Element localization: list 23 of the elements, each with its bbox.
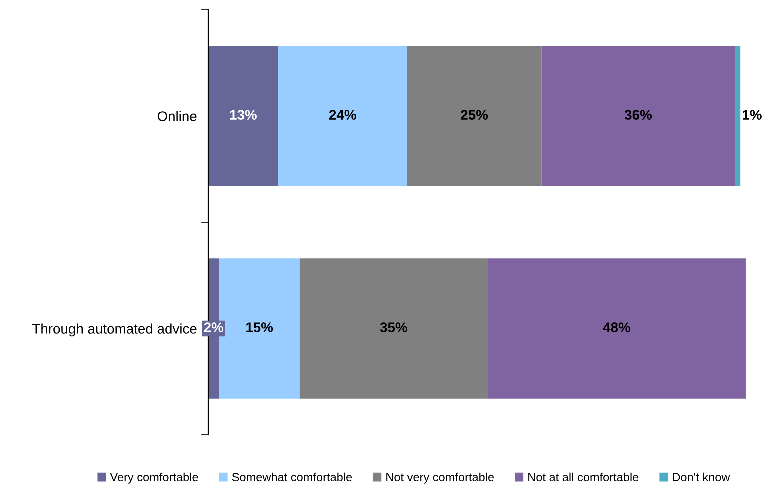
bar [407, 46, 542, 186]
legend-label: Not very comfortable [386, 472, 494, 484]
bar [542, 46, 736, 186]
y-tick-label: Through automated advice [32, 324, 197, 337]
bar [300, 258, 488, 399]
legend-label: Very comfortable [110, 472, 198, 484]
y-tick-label: Online [158, 111, 197, 122]
data-label: 36% [624, 110, 652, 120]
data-label: 35% [380, 322, 408, 332]
data-label: 15% [246, 322, 274, 332]
data-label: 24% [329, 110, 356, 120]
data-label: 1% [743, 110, 762, 120]
legend-label: Not at all comfortable [528, 472, 639, 482]
legend-label: Somewhat comfortable [232, 472, 352, 482]
data-label: 48% [603, 322, 631, 332]
data-label: 25% [461, 110, 488, 120]
bar [208, 46, 278, 186]
bar [735, 46, 741, 186]
legend-label: Don't know [673, 472, 730, 482]
data-label: 13% [230, 110, 257, 120]
bar [488, 258, 746, 399]
bar [278, 46, 408, 186]
data-label: 2% [204, 322, 224, 332]
